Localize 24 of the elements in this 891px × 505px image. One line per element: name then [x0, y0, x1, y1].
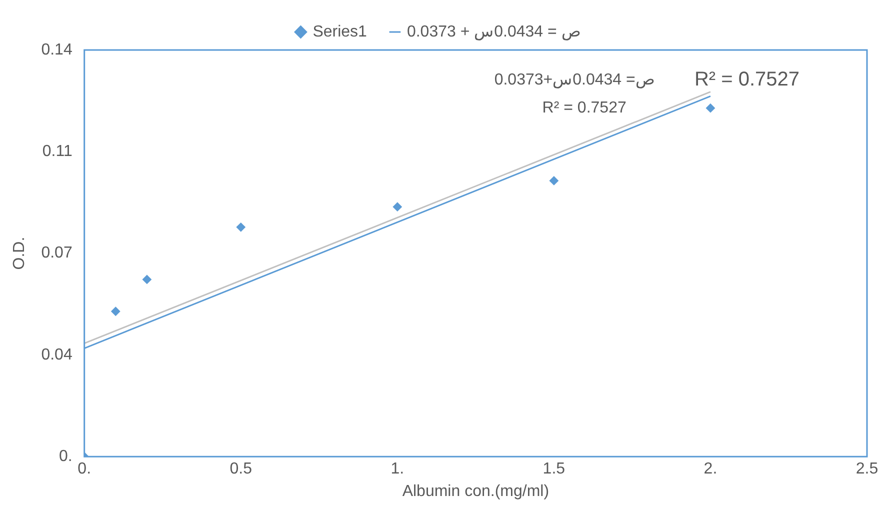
point [142, 274, 152, 284]
legend-label: Series1 [312, 23, 368, 40]
annotation: R² = 0.7527 [542, 99, 626, 116]
y-tick-label: 0.14 [41, 41, 72, 58]
legend-label: ص = 0.0434س + 0.0373 [406, 23, 580, 40]
annotation: R² = 0.7527 [694, 68, 800, 91]
point [236, 222, 246, 232]
x-tick-label: 1.5 [542, 460, 566, 478]
x-tick-label: 2.5 [856, 460, 878, 478]
x-tick-label: 1. [390, 460, 404, 478]
annotation: ص= 0.0434س+0.0373 [494, 71, 654, 88]
x-tick-label: 0.5 [230, 460, 252, 478]
x-tick-label: 2. [704, 460, 718, 478]
y-tick-label: 0.04 [41, 346, 72, 364]
y-axis-title: O.D. [11, 236, 28, 270]
y-tick-label: 0.07 [41, 244, 72, 262]
y-tick-label: 0.11 [42, 143, 72, 160]
point [706, 104, 715, 113]
x-axis-title: Albumin con.(mg/ml) [402, 482, 550, 500]
point [549, 176, 558, 186]
y-tick-label: 0. [58, 448, 72, 466]
point [111, 306, 120, 316]
x-tick-label: 0. [78, 460, 92, 478]
point [392, 202, 402, 212]
